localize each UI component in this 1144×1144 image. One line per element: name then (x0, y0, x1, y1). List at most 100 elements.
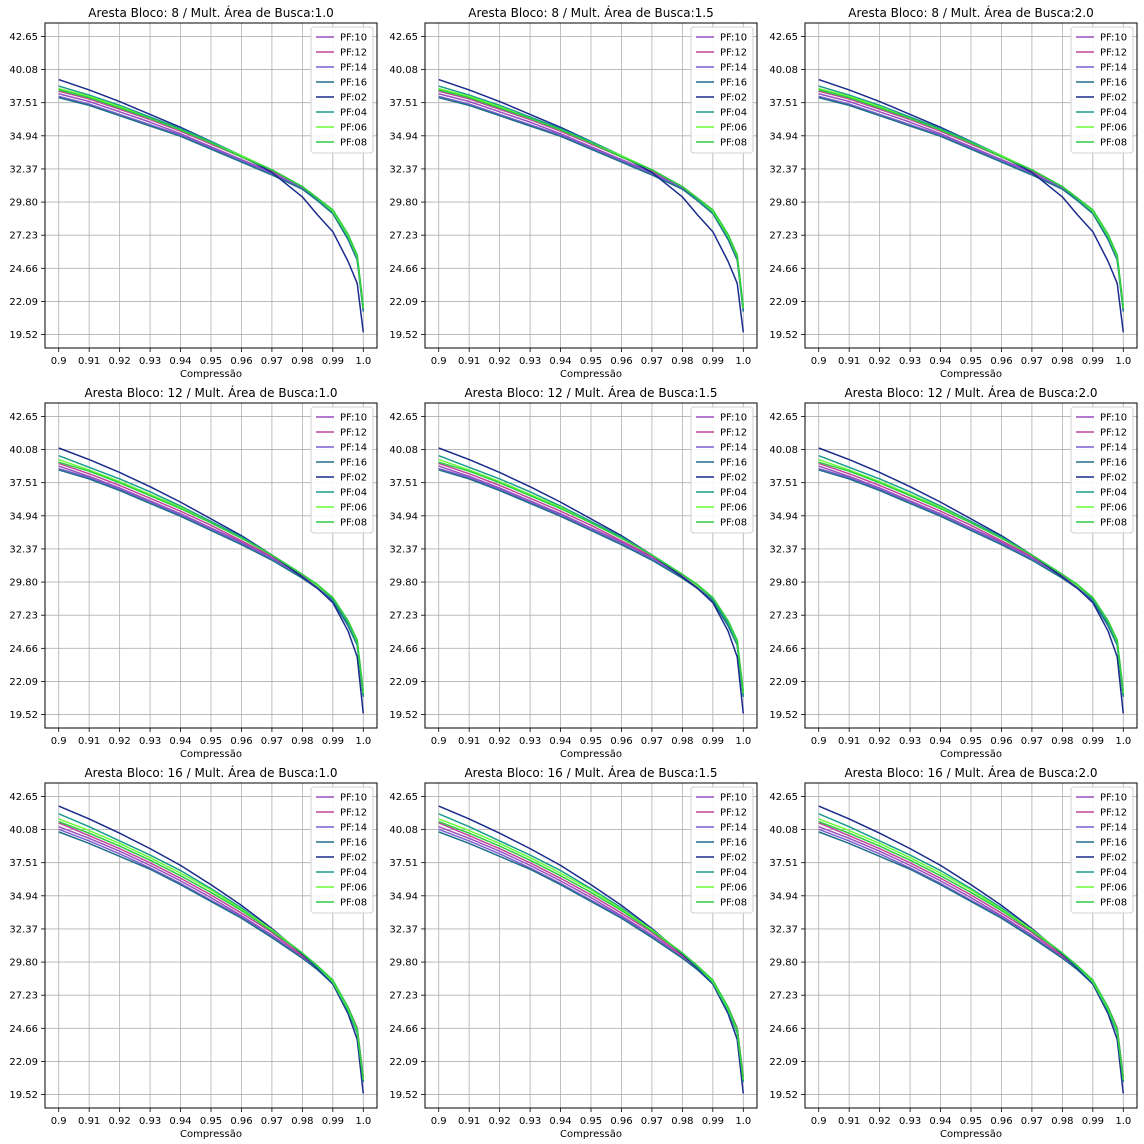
y-tick-label: 27.23 (389, 991, 418, 1002)
legend-label: PF:08 (340, 138, 367, 149)
x-tick-label: 0.91 (838, 356, 860, 367)
legend-label: PF:12 (340, 48, 367, 59)
y-tick-label: 22.09 (769, 1057, 798, 1068)
panel-9: 0.9 0.91 0.92 0.93 0.94 0.95 0.96 0.97 0.98 0.99 1… (769, 765, 1138, 1140)
y-tick-label: 32.37 (769, 164, 798, 175)
y-tick-label: 19.52 (769, 330, 798, 341)
legend-box (310, 406, 374, 534)
legend: PF:10 PF:12 PF:14 PF:16 PF:02 PF:04 PF:06 PF:08 (690, 26, 754, 154)
legend-label: PF:14 (720, 443, 747, 454)
y-tick-label: 24.66 (389, 644, 418, 655)
x-tick-label: 0.98 (291, 1116, 313, 1127)
plot-border (424, 782, 758, 1109)
x-tick-label: 1.0 (735, 356, 751, 367)
series-line-pf-16 (438, 469, 745, 697)
x-axis-label: Compressão (940, 749, 1002, 760)
series-line-pf-02 (818, 805, 1125, 1094)
panel-3: 0.9 0.91 0.92 0.93 0.94 0.95 0.96 0.97 0.98 0.99 1… (769, 5, 1138, 380)
x-tick-label: 0.9 (51, 1116, 67, 1127)
legend-box (1070, 406, 1134, 534)
x-tick-label: 0.97 (1021, 356, 1043, 367)
series-line-pf-08 (58, 820, 365, 1079)
legend-label: PF:06 (720, 123, 747, 134)
y-tick-label: 27.23 (769, 231, 798, 242)
x-tick-label: 0.95 (960, 736, 982, 747)
series-line-pf-08 (818, 820, 1125, 1079)
x-tick-label: 0.98 (1051, 1116, 1073, 1127)
plot-border (804, 402, 1138, 729)
y-tick-label: 32.37 (389, 164, 418, 175)
x-axis-label: Compressão (560, 749, 622, 760)
legend-label: PF:02 (1100, 93, 1127, 104)
legend-box (690, 26, 754, 154)
x-tick-label: 0.93 (139, 356, 161, 367)
x-tick-label: 1.0 (1115, 356, 1131, 367)
panel-8: 0.9 0.91 0.92 0.93 0.94 0.95 0.96 0.97 0.98 0.99 1… (389, 765, 758, 1140)
legend-label: PF:04 (340, 108, 367, 119)
legend-label: PF:08 (1100, 898, 1127, 909)
series-line-pf-16 (58, 469, 365, 697)
x-tick-label: 0.98 (291, 356, 313, 367)
x-tick-label: 0.93 (139, 1116, 161, 1127)
legend-label: PF:02 (720, 473, 747, 484)
x-tick-label: 0.97 (261, 736, 283, 747)
plot-border (804, 782, 1138, 1109)
y-tick-label: 32.37 (9, 164, 38, 175)
plot-border (44, 782, 378, 1109)
y-tick-label: 29.80 (769, 578, 798, 589)
legend-box (690, 786, 754, 914)
y-tick-label: 42.65 (9, 32, 38, 43)
y-tick-label: 29.80 (769, 958, 798, 969)
x-axis-label: Compressão (180, 749, 242, 760)
legend-label: PF:10 (1100, 33, 1127, 44)
chart-title: Aresta Bloco: 8 / Mult. Área de Busca:2.… (848, 5, 1093, 20)
legend-label: PF:06 (720, 883, 747, 894)
y-tick-label: 24.66 (389, 1024, 418, 1035)
y-tick-label: 29.80 (9, 958, 38, 969)
chart-title: Aresta Bloco: 16 / Mult. Área de Busca:1… (84, 765, 337, 780)
chart-title: Aresta Bloco: 16 / Mult. Área de Busca:1… (464, 765, 717, 780)
panel-2: 0.9 0.91 0.92 0.93 0.94 0.95 0.96 0.97 0.98 0.99 1… (389, 5, 758, 380)
x-tick-label: 1.0 (1115, 736, 1131, 747)
y-tick-label: 19.52 (769, 1090, 798, 1101)
x-tick-label: 0.96 (990, 736, 1012, 747)
y-tick-label: 40.08 (9, 825, 38, 836)
legend-label: PF:10 (340, 33, 367, 44)
chart-title: Aresta Bloco: 8 / Mult. Área de Busca:1.… (88, 5, 333, 20)
panel-1: 0.9 0.91 0.92 0.93 0.94 0.95 0.96 0.97 0.98 0.99 1… (9, 5, 378, 380)
legend-label: PF:04 (720, 868, 747, 879)
legend-label: PF:12 (1100, 428, 1127, 439)
legend-label: PF:14 (340, 823, 367, 834)
legend-label: PF:10 (1100, 413, 1127, 424)
chart-title: Aresta Bloco: 12 / Mult. Área de Busca:1… (84, 385, 337, 400)
y-tick-label: 34.94 (389, 511, 418, 522)
legend-label: PF:10 (1100, 793, 1127, 804)
legend-label: PF:12 (1100, 808, 1127, 819)
legend-label: PF:02 (720, 853, 747, 864)
x-tick-label: 0.98 (1051, 356, 1073, 367)
x-tick-label: 0.99 (322, 356, 344, 367)
plot-border (424, 402, 758, 729)
legend-label: PF:02 (340, 93, 367, 104)
series-line-pf-08 (818, 89, 1125, 307)
x-tick-label: 0.96 (230, 1116, 252, 1127)
legend-label: PF:14 (1100, 443, 1127, 454)
y-tick-label: 19.52 (9, 1090, 38, 1101)
y-tick-label: 42.65 (9, 792, 38, 803)
legend: PF:10 PF:12 PF:14 PF:16 PF:02 PF:04 PF:06 PF:08 (1070, 406, 1134, 534)
legend-label: PF:14 (1100, 63, 1127, 74)
legend-label: PF:02 (720, 93, 747, 104)
y-tick-label: 37.51 (9, 98, 38, 109)
x-tick-label: 0.98 (671, 1116, 693, 1127)
x-tick-label: 0.91 (838, 1116, 860, 1127)
legend-label: PF:12 (720, 808, 747, 819)
series-line-pf-16 (818, 469, 1125, 697)
x-tick-label: 0.93 (519, 356, 541, 367)
plot-border (44, 402, 378, 729)
x-tick-label: 0.97 (1021, 736, 1043, 747)
y-tick-label: 24.66 (769, 644, 798, 655)
legend-label: PF:16 (1100, 78, 1127, 89)
y-tick-label: 40.08 (9, 445, 38, 456)
y-tick-label: 24.66 (389, 264, 418, 275)
